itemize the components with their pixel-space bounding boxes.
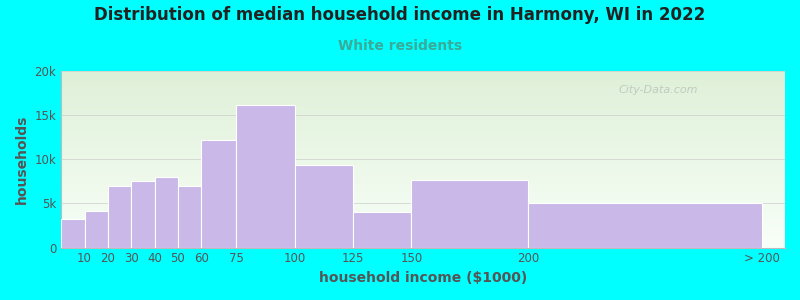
Bar [294, 166, 353, 248]
Bar [353, 212, 411, 247]
Bar [528, 203, 762, 247]
Y-axis label: households: households [15, 115, 29, 204]
Bar [154, 177, 178, 248]
Bar [61, 219, 85, 247]
Text: City-Data.com: City-Data.com [618, 85, 698, 95]
Bar [236, 105, 294, 247]
Bar [85, 211, 108, 248]
Text: Distribution of median household income in Harmony, WI in 2022: Distribution of median household income … [94, 6, 706, 24]
Bar [131, 182, 154, 248]
Bar [178, 186, 202, 247]
Bar [202, 140, 236, 248]
Bar [108, 186, 131, 247]
Text: White residents: White residents [338, 39, 462, 53]
Bar [411, 180, 528, 248]
X-axis label: household income ($1000): household income ($1000) [319, 271, 527, 285]
